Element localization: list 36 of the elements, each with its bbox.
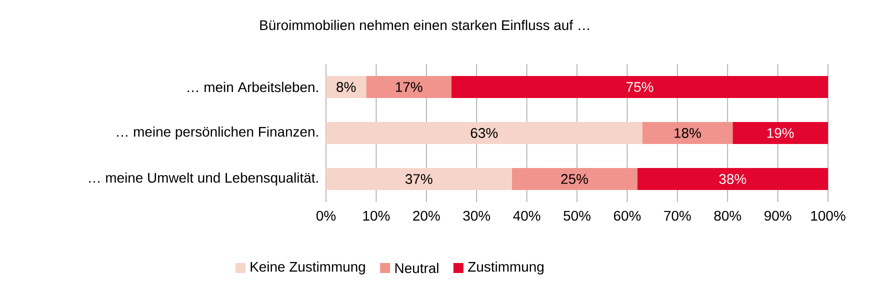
data-label: 38% — [719, 174, 746, 184]
legend-label: Keine Zustimmung — [250, 261, 365, 274]
legend-label: Zustimmung — [468, 261, 544, 274]
bar — [452, 76, 828, 98]
bar — [326, 168, 512, 190]
bar — [366, 76, 452, 98]
x-tick-label: 0% — [316, 210, 336, 221]
x-tick-label: 20% — [413, 210, 440, 221]
data-label: 63% — [470, 128, 498, 138]
data-label: 75% — [626, 82, 654, 92]
x-tick-label: 50% — [564, 210, 590, 221]
bar — [642, 122, 733, 144]
x-tick-label: 90% — [764, 210, 792, 221]
y-tick-label: … meine Umwelt und Lebensqualität. — [89, 172, 318, 186]
bar — [512, 168, 638, 190]
bar — [732, 122, 828, 144]
data-label: 8% — [336, 82, 356, 92]
data-label: 25% — [561, 174, 588, 184]
data-label: 19% — [767, 128, 794, 138]
data-label: 18% — [674, 128, 701, 138]
x-tick-label: 80% — [714, 210, 742, 221]
x-tick-label: 70% — [664, 210, 691, 221]
data-label: 17% — [396, 82, 422, 92]
x-tick-label: 40% — [513, 210, 540, 221]
chart-title: Büroimmobilien nehmen einen starken Einfluss auf … — [260, 20, 589, 30]
bar — [326, 76, 366, 98]
y-tick-label: … meine persönlichen Finanzen. — [117, 126, 318, 140]
x-tick-label: 10% — [363, 210, 390, 221]
x-tick-label: 60% — [614, 210, 641, 221]
bar — [326, 122, 642, 144]
x-tick-label: 30% — [463, 210, 490, 221]
legend-label: Neutral — [395, 262, 438, 274]
data-label: 37% — [405, 174, 432, 184]
x-tick-label: 100% — [811, 210, 846, 221]
y-tick-label: … mein Arbeitsleben. — [188, 82, 318, 92]
bar — [637, 168, 828, 190]
